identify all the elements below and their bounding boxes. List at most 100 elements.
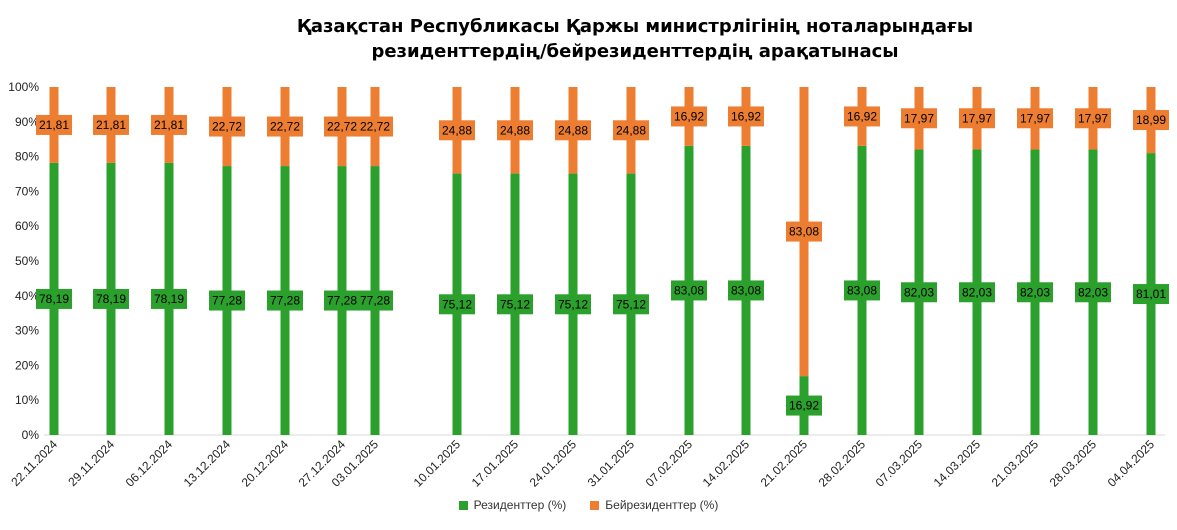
chart-title-line2: резиденттердің/бейрезиденттердің арақаты… [371,41,899,62]
x-tick-label: 07.03.2025 [873,437,926,490]
data-label-residents: 83,08 [847,283,877,297]
x-tick-label: 17.01.2025 [469,437,522,490]
data-label-box [901,108,937,129]
data-label-residents: 82,03 [1078,285,1108,299]
data-label-residents: 75,12 [442,297,472,311]
legend-item-residents: Резиденттер (%) [458,498,567,512]
data-label-residents: 83,08 [674,283,704,297]
data-label-nonresidents: 24,88 [500,123,530,137]
data-label-nonresidents: 16,92 [847,109,877,123]
x-tick-label: 14.02.2025 [700,437,753,490]
data-label-box [555,120,591,141]
data-label-box [844,106,880,127]
data-label-box [959,282,995,303]
data-label-residents: 82,03 [1020,285,1050,299]
data-label-nonresidents: 17,97 [962,111,992,125]
x-tick-label: 21.03.2025 [989,437,1042,490]
legend-item-nonresidents: Бейрезиденттер (%) [590,498,718,512]
data-label-box [439,294,475,315]
data-label-box [357,116,393,137]
data-label-nonresidents: 83,08 [789,225,819,239]
data-label-box [959,108,995,129]
data-label-box [613,120,649,141]
data-label-residents: 82,03 [962,285,992,299]
data-label-box [1133,110,1169,131]
data-label-box [786,395,822,416]
y-tick-label: 40% [15,289,39,303]
data-label-box [844,280,880,301]
y-tick-label: 30% [15,324,39,338]
data-label-box [786,221,822,242]
data-label-residents: 77,28 [360,294,390,308]
data-label-residents: 78,19 [96,292,126,306]
data-label-box [93,288,129,309]
legend-swatch-residents [458,500,468,510]
data-label-nonresidents: 16,92 [731,109,761,123]
data-label-nonresidents: 18,99 [1136,113,1166,127]
data-label-box [1017,108,1053,129]
data-label-box [671,280,707,301]
x-axis: 22.11.2024 29.11.2024 06.12.2024 13.12.2024… [8,437,1157,490]
y-tick-label: 50% [15,254,39,268]
data-label-nonresidents: 22,72 [270,120,300,134]
y-tick-label: 80% [15,150,39,164]
data-label-box [728,280,764,301]
legend-label-nonresidents: Бейрезиденттер (%) [605,498,719,512]
data-label-nonresidents: 24,88 [442,123,472,137]
data-label-box [357,290,393,311]
data-label-residents: 83,08 [731,283,761,297]
data-label-box [36,114,72,135]
bars [49,87,1156,436]
data-label-residents: 77,28 [327,294,357,308]
legend: Резиденттер (%) Бейрезиденттер (%) [0,498,1177,512]
data-labels: 78,19 21,81 78,19 21,81 78,19 21,81 77,28 22,72… [36,106,1169,416]
x-tick-label: 13.12.2024 [181,437,234,490]
legend-swatch-nonresidents [590,500,600,510]
data-label-nonresidents: 17,97 [904,111,934,125]
chart-title-line1: Қазақстан Республикасы Қаржы министрлігі… [296,16,974,37]
data-label-nonresidents: 21,81 [154,118,184,132]
y-tick-label: 20% [15,358,39,372]
data-label-box [497,120,533,141]
data-label-box [209,116,245,137]
x-tick-label: 14.03.2025 [931,437,984,490]
x-tick-label: 10.01.2025 [411,437,464,490]
data-label-nonresidents: 16,92 [674,109,704,123]
data-label-box [1075,108,1111,129]
data-label-residents: 77,28 [270,294,300,308]
x-tick-label: 04.04.2025 [1105,437,1158,490]
data-label-nonresidents: 21,81 [39,118,69,132]
y-tick-label: 70% [15,184,39,198]
data-label-nonresidents: 21,81 [96,118,126,132]
data-label-box [613,294,649,315]
y-tick-label: 60% [15,219,39,233]
data-label-box [324,290,360,311]
data-label-box [151,288,187,309]
data-label-box [671,106,707,127]
data-label-box [728,106,764,127]
data-label-box [267,290,303,311]
y-tick-label: 100% [8,80,39,94]
data-label-residents: 82,03 [904,285,934,299]
y-tick-label: 10% [15,393,39,407]
data-label-box [324,116,360,137]
legend-label-residents: Резиденттер (%) [473,498,567,512]
x-tick-label: 21.02.2025 [758,437,811,490]
data-label-box [555,294,591,315]
data-label-nonresidents: 22,72 [360,120,390,134]
x-tick-label: 31.01.2025 [585,437,638,490]
data-label-nonresidents: 24,88 [558,123,588,137]
data-label-box [209,290,245,311]
x-tick-label: 28.02.2025 [816,437,869,490]
data-label-box [439,120,475,141]
data-label-residents: 16,92 [789,399,819,413]
data-label-box [1075,282,1111,303]
x-tick-label: 07.02.2025 [643,437,696,490]
data-label-residents: 77,28 [212,294,242,308]
y-tick-label: 0% [22,428,40,442]
x-tick-label: 28.03.2025 [1047,437,1100,490]
data-label-residents: 78,19 [154,292,184,306]
data-label-box [151,114,187,135]
data-label-box [36,288,72,309]
